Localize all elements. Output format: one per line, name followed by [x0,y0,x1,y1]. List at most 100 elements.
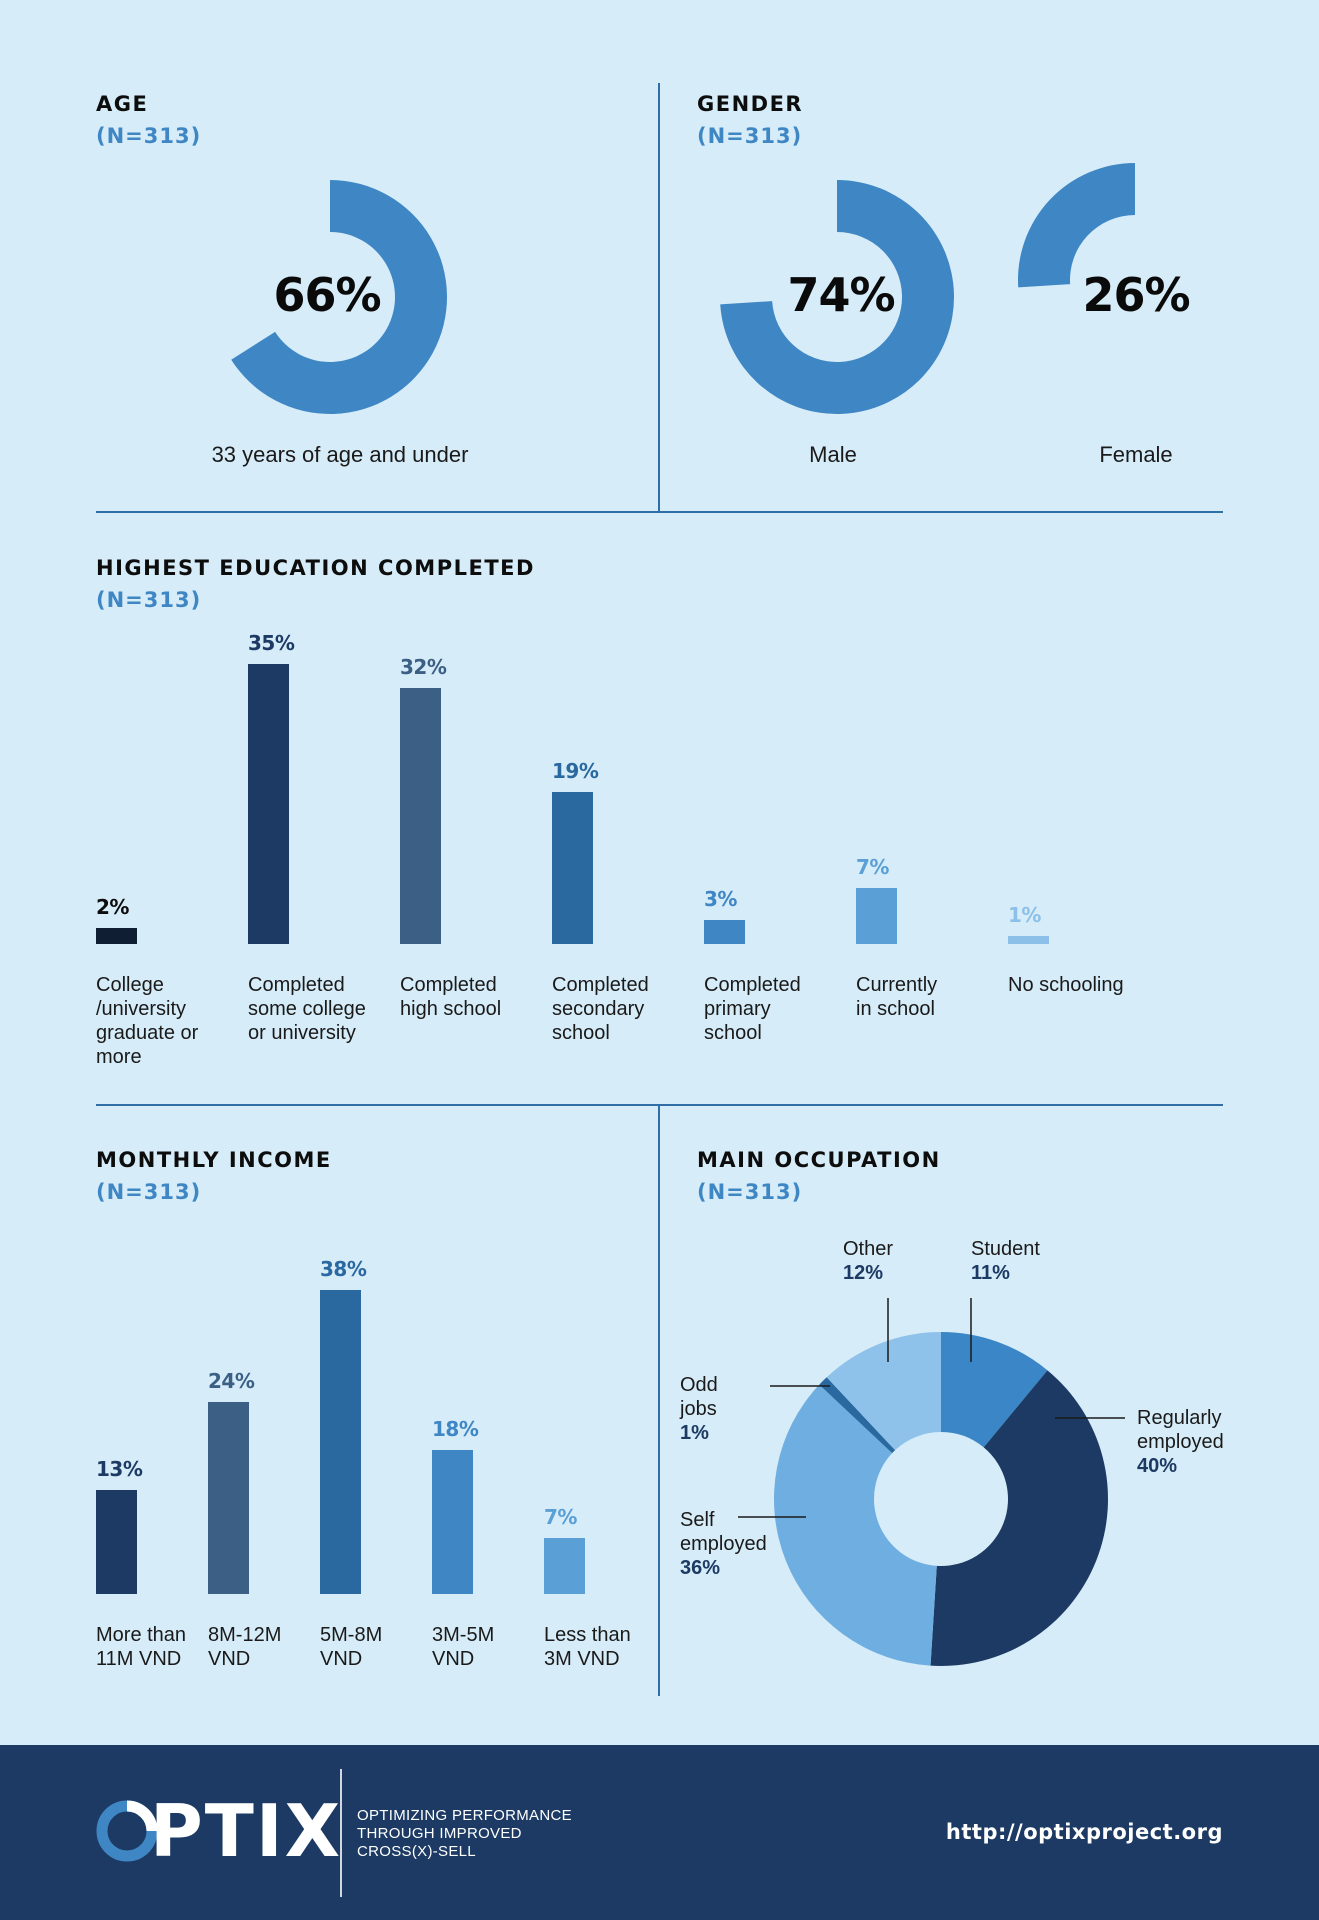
occupation-value-label: 40% [1137,1455,1178,1477]
occupation-value-label: 36% [680,1557,721,1579]
female-percent-label: 26% [1082,268,1190,322]
education-category-label-line: Completed [400,974,497,996]
female-donut-slice [1018,163,1135,288]
income-category-label-line: More than [96,1624,187,1646]
education-category-label-line: Currently [856,974,938,996]
education-category-label: College/university graduate or more [96,973,242,1069]
income-sample-size: (N=313) [96,1180,202,1204]
occupation-label: Odd jobs 1% [680,1373,718,1445]
education-bar [400,688,441,944]
education-title: HIGHEST EDUCATION COMPLETED [96,556,535,580]
section-divider-2 [96,1104,1223,1106]
income-category-label: 8M-12M VND [208,1623,314,1671]
tagline: OPTIMIZING PERFORMANCE THROUGH IMPROVED … [357,1807,572,1861]
age-caption: 33 years of age and under [211,442,469,467]
education-bar [552,792,593,944]
education-category-label-line: school [704,1022,762,1044]
occupation-label: Self employed 36% [680,1508,767,1580]
education-category-label-line: graduate or [96,1022,199,1044]
section-divider-1 [96,511,1223,513]
education-category-label: Completed primary school [704,973,850,1045]
bottom-vertical-divider [658,1106,660,1696]
education-category-label-line: College [96,974,164,996]
male-percent-label: 74% [787,268,895,322]
tagline-line-3: CROSS(X)-SELL [357,1843,476,1860]
income-category-label-line: 3M VND [544,1648,620,1670]
education-category-label: Completed secondary school [552,973,698,1045]
education-category-label-line: No schooling [1008,974,1124,996]
education-bar [856,888,897,944]
income-bar [96,1490,137,1594]
education-category-label-line: more [96,1046,142,1068]
education-category-label-line: primary [704,998,771,1020]
income-category-label-line: 8M-12M [208,1624,282,1646]
income-category-label: 5M-8M VND [320,1623,426,1671]
education-category-label: Currently in school [856,973,1002,1021]
income-value-label: 38% [320,1257,367,1281]
occupation-label-text: Other [843,1238,894,1260]
income-category-label-line: VND [320,1648,363,1670]
occupation-label-text: Self [680,1509,715,1531]
education-category-label-line: school [552,1022,610,1044]
education-value-label: 35% [248,631,295,655]
income-bar [320,1290,361,1594]
occupation-label-text: employed [680,1533,767,1555]
occupation-label: Student 11% [971,1237,1040,1285]
gender-title: GENDER [697,92,804,116]
occupation-slice [941,1332,1048,1448]
age-title: AGE [96,92,149,116]
income-value-label: 24% [208,1369,255,1393]
income-bar [208,1402,249,1594]
education-value-label: 32% [400,655,447,679]
education-sample-size: (N=313) [96,588,202,612]
occupation-sample-size: (N=313) [697,1180,803,1204]
education-category-label-line: Completed [704,974,801,996]
income-category-label: Less than 3M VND [544,1623,650,1671]
income-bar [432,1450,473,1594]
occupation-label-text: Odd jobs [680,1374,718,1420]
top-vertical-divider [658,83,660,513]
income-category-label-line: VND [432,1648,475,1670]
occupation-value-label: 1% [680,1422,709,1444]
optix-logo-mark [96,1800,158,1862]
male-caption: Male [809,442,857,467]
education-category-label: No schooling [1008,973,1154,997]
income-category-label-line: 3M-5M [432,1624,495,1646]
occupation-slice [774,1384,937,1666]
male-donut-chart [720,180,955,414]
education-category-label-line: or university [248,1022,356,1044]
occupation-value-label: 12% [843,1262,884,1284]
gender-sample-size: (N=313) [697,124,803,148]
logo-wordmark: PTIX [150,1789,342,1873]
occupation-slice [826,1332,941,1451]
education-category-label: Completed some college or university [248,973,394,1045]
occupation-label-text: employed [1137,1431,1224,1453]
income-value-label: 7% [544,1505,577,1529]
income-category-label-line: 5M-8M [320,1624,383,1646]
age-donut-slice [231,180,447,414]
occupation-donut-chart [738,1298,1125,1666]
education-category-label-line: /university [96,998,187,1020]
website-link[interactable]: http://optixproject.org [945,1820,1223,1844]
education-value-label: 1% [1008,903,1041,927]
education-bar [96,928,137,944]
education-value-label: 3% [704,887,737,911]
occupation-label-text: Regularly [1137,1407,1222,1429]
occupation-value-label: 11% [971,1262,1010,1284]
education-category-label-line: some college [248,998,366,1020]
income-category-label: 3M-5M VND [432,1623,538,1671]
footer-divider [340,1769,342,1897]
education-category-label: Completed high school [400,973,546,1021]
education-value-label: 19% [552,759,599,783]
income-category-label-line: Less than [544,1624,631,1646]
education-category-label-line: secondary [552,998,645,1020]
education-category-label-line: high school [400,998,502,1020]
income-title: MONTHLY INCOME [96,1148,332,1172]
occupation-slice [819,1377,896,1454]
age-percent-label: 66% [273,268,381,322]
education-category-label-line: Completed [552,974,649,996]
occupation-label: Other 12% [843,1237,893,1285]
education-bar [704,920,745,944]
occupation-label: Regularly employed 40% [1137,1406,1224,1478]
education-bar [248,664,289,944]
